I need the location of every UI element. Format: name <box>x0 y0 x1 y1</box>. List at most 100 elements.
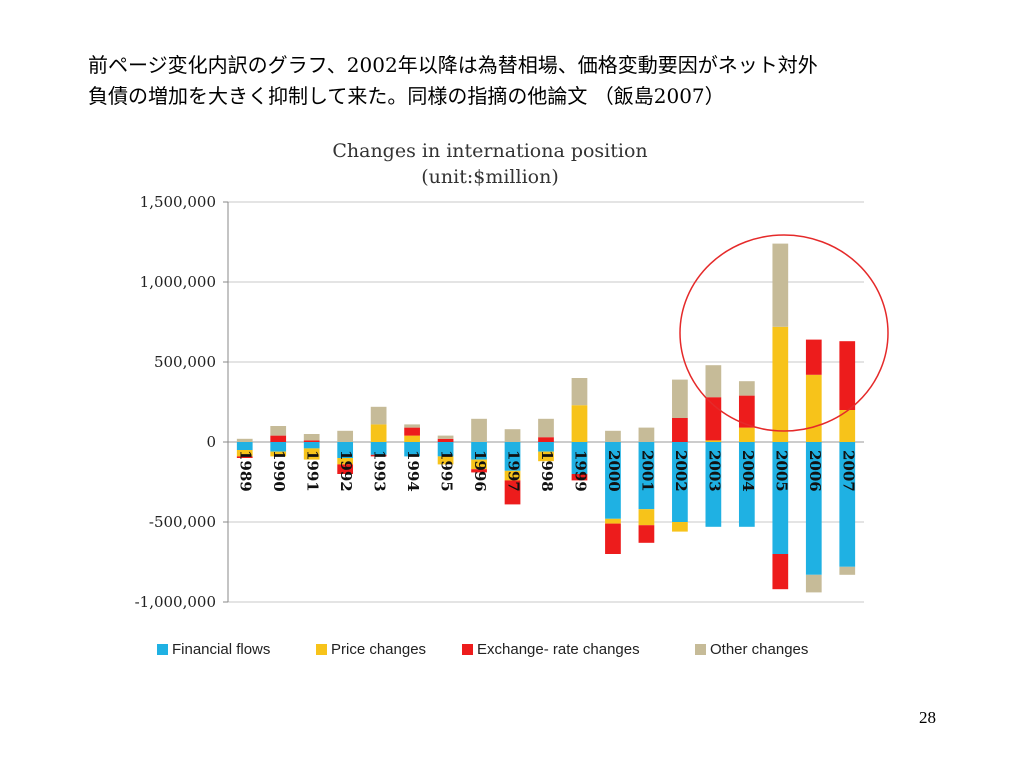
bar-segment-price-changes <box>236 450 253 457</box>
bar-segment-exchange-rate-changes <box>303 440 320 442</box>
highlight-circle <box>679 234 889 432</box>
bar-segment-price-changes <box>571 405 588 442</box>
bar-segment-financial-flows <box>638 442 655 510</box>
bar-segment-exchange-rate-changes <box>270 435 287 442</box>
bar-segment-other-changes <box>638 427 655 442</box>
bar-segment-price-changes <box>538 451 554 462</box>
bar-segment-exchange-rate-changes <box>571 474 588 481</box>
bar-segment-other-changes <box>236 438 253 442</box>
bar-segment-financial-flows <box>538 442 554 452</box>
bar-segment-financial-flows <box>303 442 320 449</box>
x-tick-label: 1991 <box>304 450 322 492</box>
bar-segment-exchange-rate-changes <box>471 469 487 473</box>
chart-subtitle: (unit:$million) <box>421 166 559 188</box>
bar-segment-price-changes <box>839 410 856 442</box>
bar-segment-price-changes <box>738 427 755 442</box>
chart-title: Changes in internationa position <box>332 140 647 162</box>
bar-segment-exchange-rate-changes <box>337 464 354 474</box>
legend-label: Financial flows <box>172 641 270 658</box>
y-tick-label: 0 <box>206 433 216 451</box>
bar-segment-financial-flows <box>236 442 253 450</box>
bar-segment-financial-flows <box>772 442 789 554</box>
bar-segment-other-changes <box>839 566 856 575</box>
bar-segment-other-changes <box>404 424 420 428</box>
legend-swatch <box>695 644 706 655</box>
bar-segment-financial-flows <box>471 442 487 460</box>
bar-segment-other-changes <box>772 243 789 327</box>
bar-segment-financial-flows <box>605 442 621 519</box>
bar-segment-other-changes <box>805 574 822 593</box>
x-tick-label: 1999 <box>571 450 589 492</box>
bar-segment-exchange-rate-changes <box>404 427 420 436</box>
bar-segment-other-changes <box>504 429 521 442</box>
bar-segment-financial-flows <box>337 442 354 458</box>
x-tick-label: 2001 <box>638 450 656 492</box>
bar-segment-financial-flows <box>738 442 755 527</box>
bar-segment-exchange-rate-changes <box>504 480 521 505</box>
bar-segment-price-changes <box>705 440 722 442</box>
x-tick-label: 2007 <box>839 450 857 492</box>
legend-swatch <box>462 644 473 655</box>
legend-label: Other changes <box>710 641 808 658</box>
legend-swatch <box>157 644 168 655</box>
slide-heading: 前ページ変化内訳のグラフ、2002年以降は為替相場、価格変動要因がネット対外 負… <box>88 50 968 112</box>
x-tick-label: 2003 <box>705 450 723 492</box>
x-tick-labels: 1989 1990 1991 1992 1993 1994 1995 1996 1997 1998… <box>237 450 858 492</box>
bar-segment-price-changes <box>437 456 454 465</box>
bar-segment-exchange-rate-changes <box>538 437 554 442</box>
bar-segment-price-changes <box>504 470 521 481</box>
legend-swatch <box>316 644 327 655</box>
bar-segment-exchange-rate-changes <box>839 341 856 410</box>
page-number: 28 <box>919 708 936 727</box>
bar-segment-financial-flows <box>839 442 856 567</box>
stacked-bar-chart: Changes in internationa position (unit:$… <box>135 140 889 658</box>
bar-segment-price-changes <box>337 458 354 465</box>
x-tick-label: 1990 <box>270 450 288 492</box>
bar-segment-exchange-rate-changes <box>805 339 822 375</box>
y-tick-label: -500,000 <box>149 513 216 531</box>
y-tick-label: 1,000,000 <box>140 273 216 291</box>
bar-segment-financial-flows <box>504 442 521 471</box>
x-tick-label: 1993 <box>371 450 389 492</box>
bar-segment-exchange-rate-changes <box>638 525 655 543</box>
x-tick-label: 1996 <box>471 450 489 492</box>
bar-segment-price-changes <box>303 448 320 460</box>
bar-segment-other-changes <box>605 430 621 442</box>
bar-segment-other-changes <box>471 418 487 442</box>
bar-segment-financial-flows <box>571 442 588 474</box>
gridlines <box>228 201 864 603</box>
bar-segment-price-changes <box>270 451 287 457</box>
x-tick-label: 2002 <box>672 450 690 492</box>
bar-segment-financial-flows <box>270 442 287 452</box>
bar-segment-exchange-rate-changes <box>772 554 789 590</box>
x-tick-label: 2006 <box>806 450 824 492</box>
slide-heading-line-2: 負債の増加を大きく抑制して来た。同様の指摘の他論文 （飯島2007） <box>88 84 725 108</box>
y-tick-label: -1,000,000 <box>135 593 216 611</box>
bar-segment-exchange-rate-changes <box>705 397 722 441</box>
bar-segment-other-changes <box>705 365 722 398</box>
bar-segment-financial-flows <box>404 442 420 457</box>
x-tick-label: 1994 <box>404 450 422 492</box>
bar-segment-other-changes <box>672 379 688 418</box>
bar-segment-other-changes <box>270 426 287 436</box>
legend-label: Price changes <box>331 641 426 658</box>
bar-segment-exchange-rate-changes <box>672 418 688 442</box>
bar-segment-financial-flows <box>370 442 387 455</box>
bar-segment-price-changes <box>605 518 621 524</box>
bar-segment-exchange-rate-changes <box>437 438 454 442</box>
x-tick-label: 2000 <box>605 450 623 492</box>
x-tick-label: 2004 <box>739 450 757 492</box>
x-tick-label: 1995 <box>438 450 456 492</box>
bar-segment-financial-flows <box>672 442 688 522</box>
bar-segment-price-changes <box>805 374 822 442</box>
bar-segment-other-changes <box>303 434 320 441</box>
bar-segment-price-changes <box>638 509 655 526</box>
y-tick-label: 1,500,000 <box>140 193 216 211</box>
bar-segment-exchange-rate-changes <box>370 454 387 457</box>
legend-label: Exchange- rate changes <box>477 641 640 658</box>
bar-segment-price-changes <box>404 435 420 442</box>
legend: Financial flows Price changes Exchange- ra… <box>157 641 808 658</box>
axes: -1,000,000 -500,000 0 500,000 1,000,000 1,500… <box>135 193 229 611</box>
bar-segment-price-changes <box>772 326 789 442</box>
bar-segment-price-changes <box>370 424 387 442</box>
